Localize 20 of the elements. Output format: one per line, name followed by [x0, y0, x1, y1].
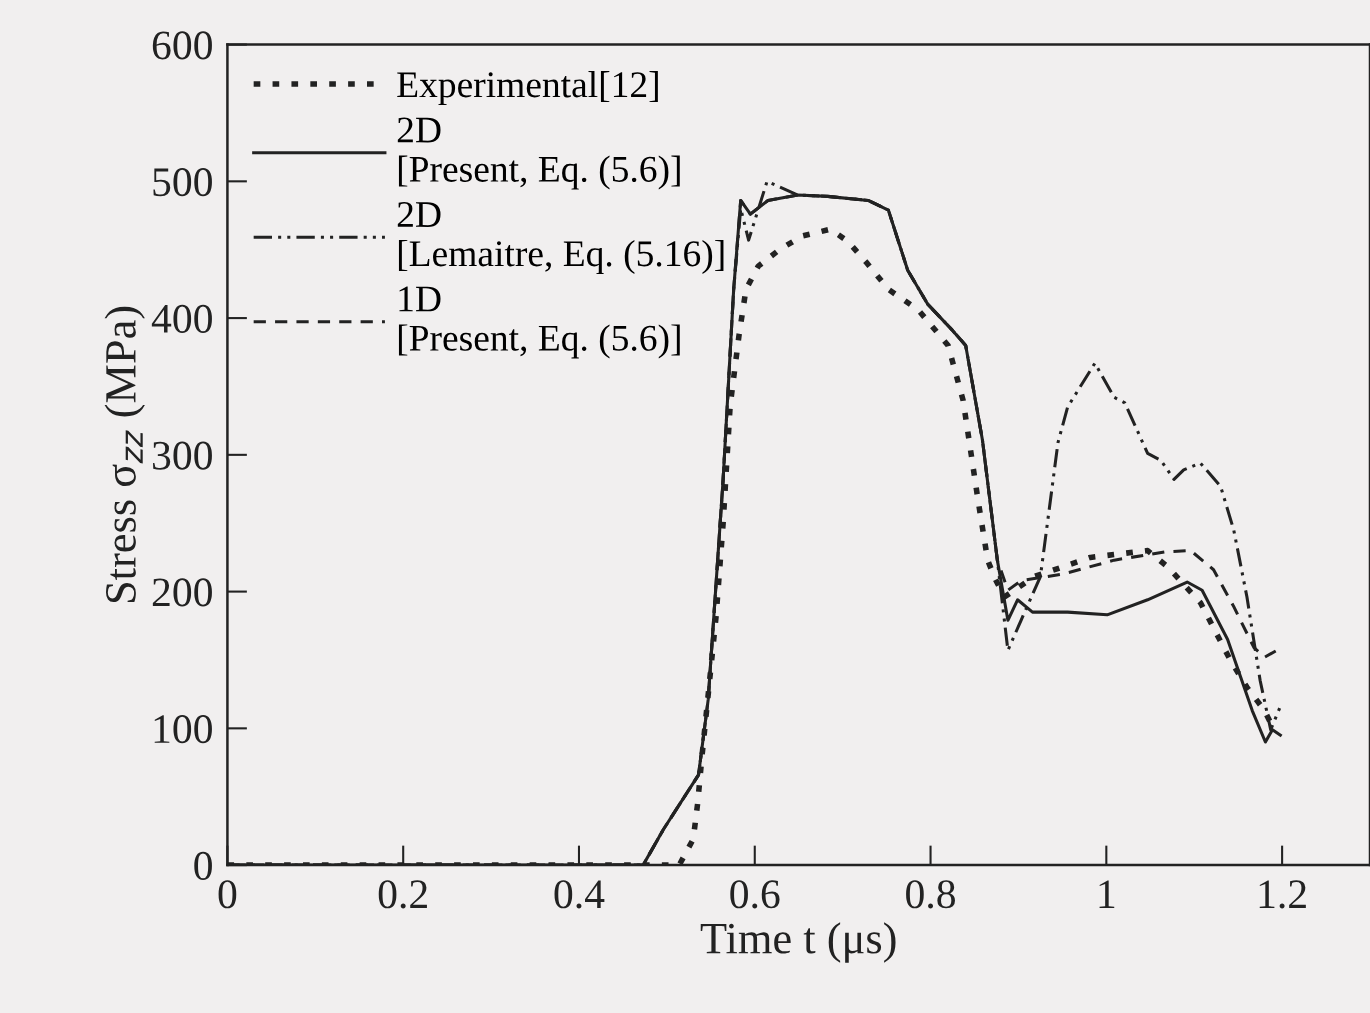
x-tick-label: 1.2 [1259, 880, 1306, 909]
legend-label: 2D [Present, Eq. (5.6)] [397, 117, 680, 190]
legend-label: 2D [Lemaitre, Eq. (5.16)] [397, 201, 724, 274]
x-tick-label: 0.8 [906, 880, 955, 909]
y-tick-label: 400 [151, 304, 212, 333]
y-tick-label: 600 [152, 31, 212, 60]
y-tick-label: 300 [153, 441, 212, 470]
legend-label: 1D [Present, Eq. (5.6)] [398, 286, 680, 359]
y-tick-label: 200 [152, 578, 212, 607]
y-axis-title: Stress σ$_{zz}$ (MPa) [104, 306, 145, 603]
y-tick-label: 0 [194, 851, 212, 880]
y-tick-label: 500 [153, 168, 212, 197]
x-tick-label: 0.4 [554, 880, 605, 909]
legend-label: Experimental[12] [397, 71, 658, 106]
x-tick-label: 0.2 [378, 880, 427, 909]
y-tick-label: 100 [154, 715, 212, 744]
x-tick-label: 1 [1099, 880, 1115, 908]
x-tick-label: 0 [218, 880, 237, 909]
x-tick-label: 0.6 [730, 880, 780, 909]
x-axis-title: Time t (μs) [700, 922, 896, 963]
